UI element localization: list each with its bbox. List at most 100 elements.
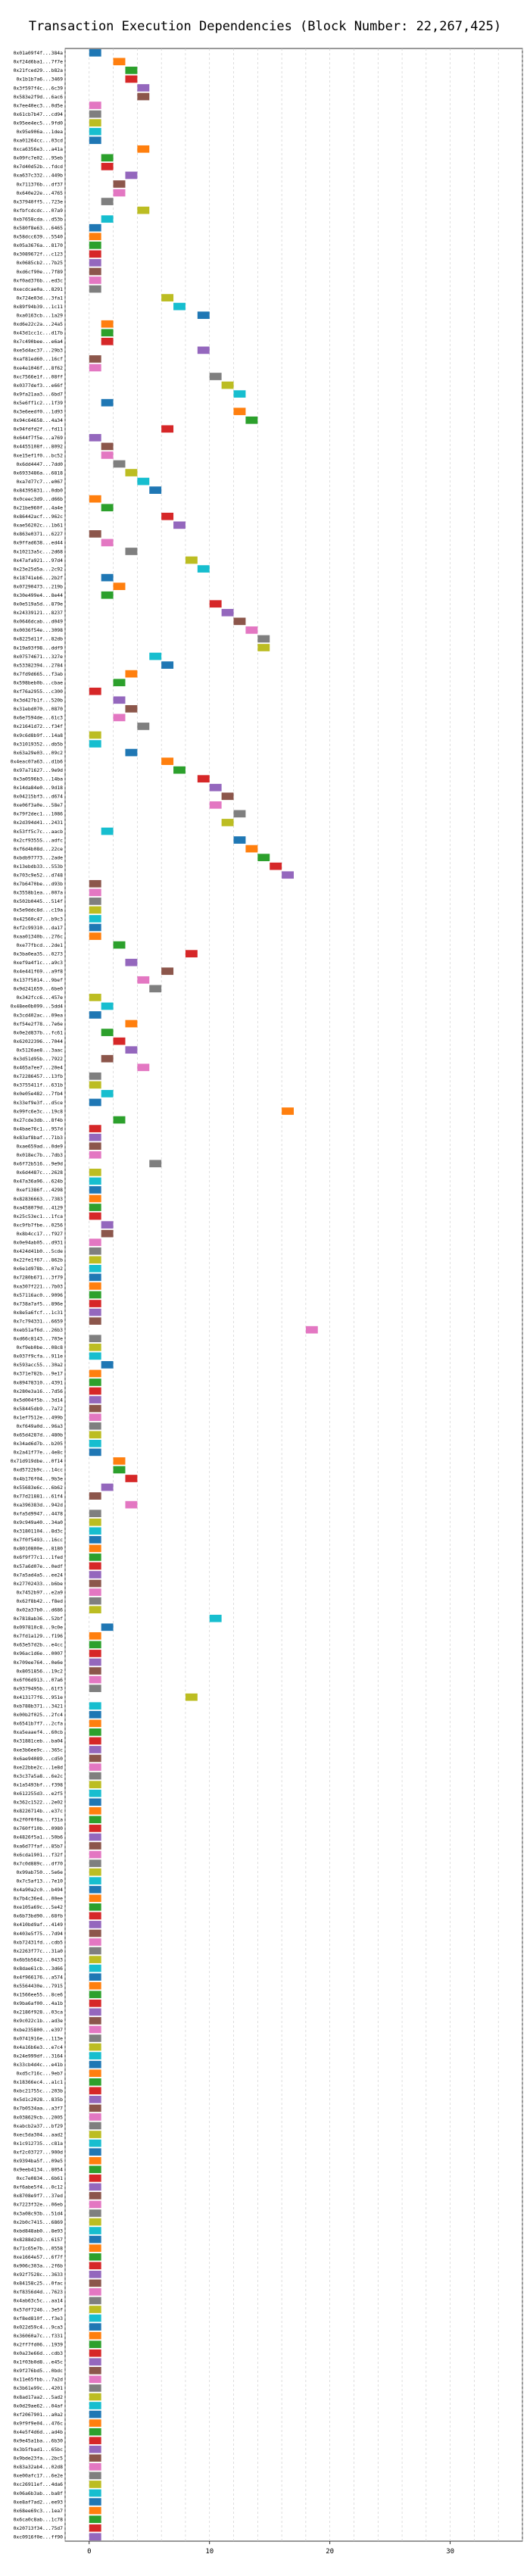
tx-bar	[89, 530, 101, 538]
tx-label: 0x21fced29...b82a	[14, 67, 64, 73]
tx-label: 0x9f276bd5...0bdc	[14, 2368, 64, 2374]
tx-label: 0xec5da304...aad2	[14, 2131, 64, 2137]
tx-label: 0x89f94b39...1c11	[14, 304, 64, 310]
tx-bar	[125, 958, 138, 966]
tx-label: 0xf0ad376b...ed3c	[14, 277, 64, 283]
tx-bar	[89, 1125, 101, 1132]
tx-bar	[89, 1921, 101, 1928]
tx-label: 0x424d41b0...5cde	[14, 1248, 64, 1254]
tx-label: 0xae56202c...1b61	[14, 523, 64, 529]
tx-bar	[89, 1903, 101, 1911]
tx-label: 0x4bae76c1...957d	[14, 1126, 64, 1132]
tx-label: 0x37940ff5...723e	[14, 198, 64, 205]
tx-label: 0xae659ad...0de9	[16, 1143, 63, 1149]
tx-label: 0x84158c25...0fac	[14, 2281, 64, 2287]
tx-label: 0x1ef7512e...499b	[14, 1414, 64, 1420]
tx-label: 0x863e0371...6227	[14, 531, 64, 537]
tx-label: 0x33cb4d4c...e41b	[14, 2062, 64, 2068]
tx-bar	[161, 661, 174, 669]
tx-label: 0x760ff10b...0980	[14, 1825, 64, 1831]
tx-label: 0x3cd402ac...09ea	[14, 1012, 64, 1018]
tx-bar	[89, 1413, 101, 1422]
tx-bar	[89, 2375, 101, 2384]
tx-bar	[89, 1387, 101, 1395]
tx-bar	[185, 1693, 198, 1701]
tx-bar	[89, 2183, 101, 2191]
tx-label: 0x8288d2d3...6157	[14, 2237, 64, 2243]
tx-label: 0xeb51af6d...26b3	[14, 1327, 64, 1333]
tx-label: 0x19a93f98...ddf9	[14, 645, 64, 651]
tx-label: 0x42560c47...b9c3	[14, 916, 64, 922]
tx-bar	[89, 110, 101, 118]
tx-label: 0x21641d72...f34f	[14, 723, 64, 729]
tx-bar	[89, 136, 101, 145]
tx-bar	[89, 119, 101, 127]
tx-bar	[89, 1238, 101, 1247]
tx-bar	[89, 2139, 101, 2147]
tx-bar	[89, 2498, 101, 2506]
tx-bar	[89, 1300, 101, 1307]
tx-label: 0x0e519a5d...879e	[14, 601, 64, 607]
tx-bar	[89, 1798, 101, 1806]
x-tick-label: 30	[446, 2548, 454, 2556]
tx-label: 0xef9a4f1c...a9c3	[14, 960, 64, 966]
tx-bar	[89, 1544, 101, 1553]
tx-label: 0x097810c8...9c0e	[14, 1625, 64, 1631]
tx-bar	[89, 1396, 101, 1404]
tx-bar	[89, 2454, 101, 2462]
tx-bar	[197, 565, 210, 573]
tx-bar	[89, 1579, 101, 1588]
tx-bar	[209, 373, 222, 380]
tx-label: 0x4e441f69...a9f8	[14, 969, 64, 975]
tx-bar	[89, 1273, 101, 1282]
tx-label: 0xecdcae0a...8291	[14, 286, 64, 292]
tx-bar	[89, 2323, 101, 2331]
tx-label: 0x0646dcab...d049	[14, 619, 64, 625]
tx-label: 0x62f8b42...f8ed	[16, 1598, 63, 1604]
tx-label: 0xef1386f...4298	[16, 1187, 63, 1193]
tx-bar	[101, 154, 114, 162]
tx-bar	[113, 941, 126, 949]
tx-label: 0x09fc7e02...95eb	[14, 155, 64, 161]
tx-bar	[89, 1877, 101, 1885]
tx-label: 0x05a3676a...8170	[14, 242, 64, 248]
tx-bar	[89, 731, 101, 739]
tx-bar	[257, 644, 270, 651]
tx-label: 0x23e25d5a...2c92	[14, 566, 64, 572]
tx-bar	[89, 2209, 101, 2217]
tx-label: 0x403e5f75...7d94	[14, 1931, 64, 1937]
tx-bar	[89, 1204, 101, 1211]
tx-label: 0x9e45a1ba...6b30	[14, 2438, 64, 2444]
tx-label: 0xe105a69c...5e42	[14, 1904, 64, 1910]
tx-label: 0x48ee0b099...5dd4	[11, 1004, 63, 1010]
tx-bar	[101, 591, 114, 599]
tx-label: 0xc7e0834...6b61	[16, 2175, 63, 2181]
tx-label: 0x0377def3...e66f	[14, 382, 64, 389]
tx-bar	[89, 2104, 101, 2112]
tx-label: 0x342fcc6...457e	[16, 994, 63, 1001]
tx-label: 0x3755411f...631b	[14, 1082, 64, 1088]
tx-bar	[185, 556, 198, 564]
tx-bar	[101, 1483, 114, 1491]
tx-label: 0x3ba0ea35...0273	[14, 951, 64, 957]
tx-label: 0x94c64658...4a34	[14, 417, 64, 423]
tx-label: 0x2f0f0f8a...f31a	[14, 1817, 64, 1823]
tx-label: 0x9eeb4134...8054	[14, 2167, 64, 2173]
tx-label: 0x1c912735...c81a	[14, 2140, 64, 2147]
tx-label: 0x71c65e7b...0558	[14, 2245, 64, 2251]
tx-bar	[89, 1291, 101, 1299]
tx-label: 0x43d1cc1c...d17b	[14, 330, 64, 336]
tx-bar	[89, 2096, 101, 2103]
tx-label: 0x61cb7b47...cd94	[14, 111, 64, 117]
grid-lines	[64, 48, 523, 2542]
tx-bar	[89, 2524, 101, 2532]
tx-label: 0xd5c716c...9eb7	[16, 2071, 63, 2077]
tx-label: 0x7c0d889c...df70	[14, 1860, 64, 1866]
tx-bar	[233, 407, 246, 416]
tx-bar	[89, 2445, 101, 2453]
tx-bar	[305, 1325, 318, 1334]
tx-label: 0x65d4287d...480b	[14, 1432, 64, 1438]
tx-label: 0x33ef9e3f...d5ce	[14, 1100, 64, 1106]
tx-label: 0x53ff5c7c...aacb	[14, 829, 64, 835]
tx-label: 0x7b4c36e4...00ee	[14, 1896, 64, 1902]
